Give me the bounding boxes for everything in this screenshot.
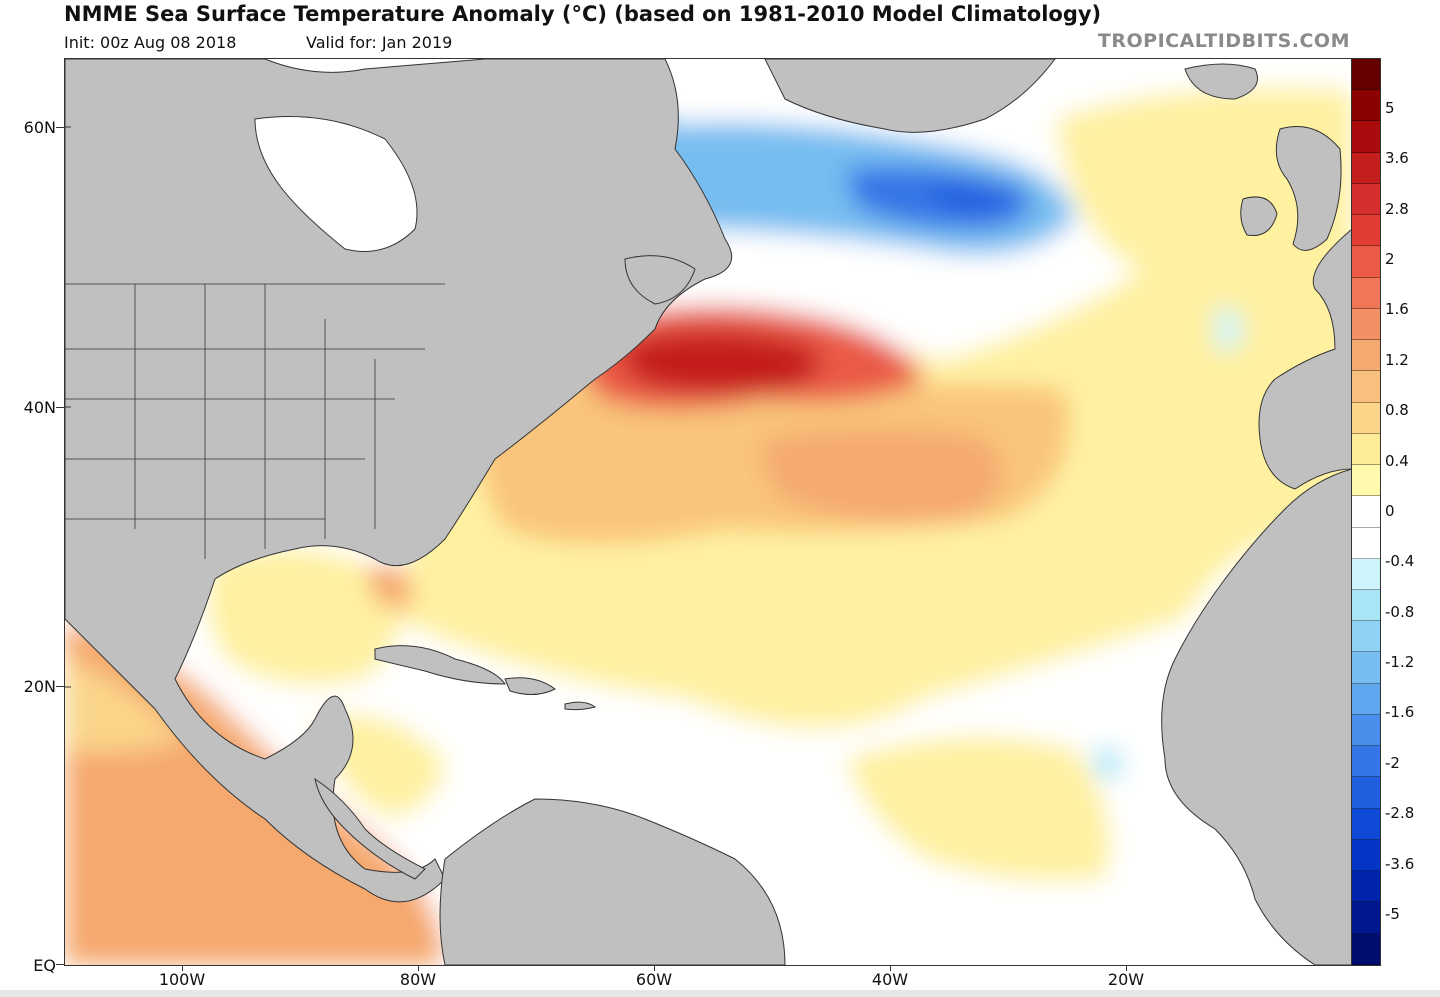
colorbar-label: 0.4 (1385, 452, 1409, 470)
colorbar-label: 3.6 (1385, 149, 1409, 167)
valid-time: Valid for: Jan 2019 (306, 33, 453, 52)
colorbar-label: 1.2 (1385, 351, 1409, 369)
colorbar-label: -1.2 (1385, 653, 1415, 671)
lon-tick (1126, 965, 1127, 971)
colorbar-label: 0.8 (1385, 401, 1409, 419)
lon-tick (182, 965, 183, 971)
colorbar-label: 2.8 (1385, 200, 1409, 218)
lon-label-40w: 40W (871, 970, 909, 989)
colorbar-segment (1352, 215, 1380, 247)
colorbar-segment (1352, 871, 1380, 903)
lon-tick (654, 965, 655, 971)
colorbar-segment (1352, 371, 1380, 403)
lat-tick (56, 964, 64, 965)
lat-tick (56, 686, 64, 687)
colorbar-label: 0 (1385, 502, 1395, 520)
sst-anomaly-map (64, 58, 1353, 966)
colorbar (1351, 58, 1381, 966)
colorbar-segment (1352, 59, 1380, 91)
colorbar-label: -1.6 (1385, 703, 1415, 721)
lon-label-60w: 60W (635, 970, 673, 989)
lat-label-eq: EQ (33, 956, 56, 975)
colorbar-segment (1352, 465, 1380, 497)
colorbar-segment (1352, 621, 1380, 653)
colorbar-segment (1352, 246, 1380, 278)
colorbar-label: -3.6 (1385, 855, 1415, 873)
colorbar-label: 2 (1385, 250, 1395, 268)
lat-tick (56, 407, 64, 408)
colorbar-segment (1352, 183, 1380, 216)
colorbar-segment (1352, 652, 1380, 684)
lat-label-20n: 20N (23, 677, 56, 696)
colorbar-segment (1352, 121, 1380, 153)
colorbar-segment (1352, 496, 1380, 528)
colorbar-segment (1352, 902, 1380, 934)
colorbar-label: -2 (1385, 754, 1400, 772)
colorbar-segment (1352, 152, 1380, 184)
lat-label-40n: 40N (23, 398, 56, 417)
colorbar-label: -0.4 (1385, 552, 1415, 570)
init-time: Init: 00z Aug 08 2018 (64, 33, 237, 52)
colorbar-segment (1352, 402, 1380, 434)
colorbar-segment (1352, 714, 1380, 747)
lon-label-100w: 100W (158, 970, 206, 989)
lon-tick (890, 965, 891, 971)
bottom-strip (0, 990, 1440, 997)
colorbar-segment (1352, 527, 1380, 559)
colorbar-segment (1352, 933, 1380, 965)
lon-label-20w: 20W (1107, 970, 1145, 989)
colorbar-segment (1352, 808, 1380, 840)
colorbar-segment (1352, 558, 1380, 590)
colorbar-segment (1352, 433, 1380, 466)
brand-watermark: TROPICALTIDBITS.COM (1097, 30, 1350, 52)
state-borders (65, 283, 445, 559)
colorbar-segment (1352, 683, 1380, 715)
colorbar-segment (1352, 340, 1380, 372)
colorbar-label: -0.8 (1385, 603, 1415, 621)
map-title: NMME Sea Surface Temperature Anomaly (°C… (64, 2, 1102, 26)
lat-tick (56, 127, 64, 128)
colorbar-segment (1352, 589, 1380, 622)
colorbar-segment (1352, 308, 1380, 341)
colorbar-segment (1352, 746, 1380, 778)
colorbar-label: 5 (1385, 99, 1395, 117)
colorbar-segment (1352, 277, 1380, 309)
colorbar-segment (1352, 90, 1380, 122)
colorbar-label: 1.6 (1385, 300, 1409, 318)
colorbar-label: -2.8 (1385, 804, 1415, 822)
lat-label-60n: 60N (23, 118, 56, 137)
colorbar-segment (1352, 839, 1380, 872)
colorbar-segment (1352, 777, 1380, 809)
land (65, 59, 1352, 965)
lon-label-80w: 80W (399, 970, 437, 989)
lon-tick (418, 965, 419, 971)
graticule (65, 126, 71, 688)
colorbar-label: -5 (1385, 905, 1400, 923)
